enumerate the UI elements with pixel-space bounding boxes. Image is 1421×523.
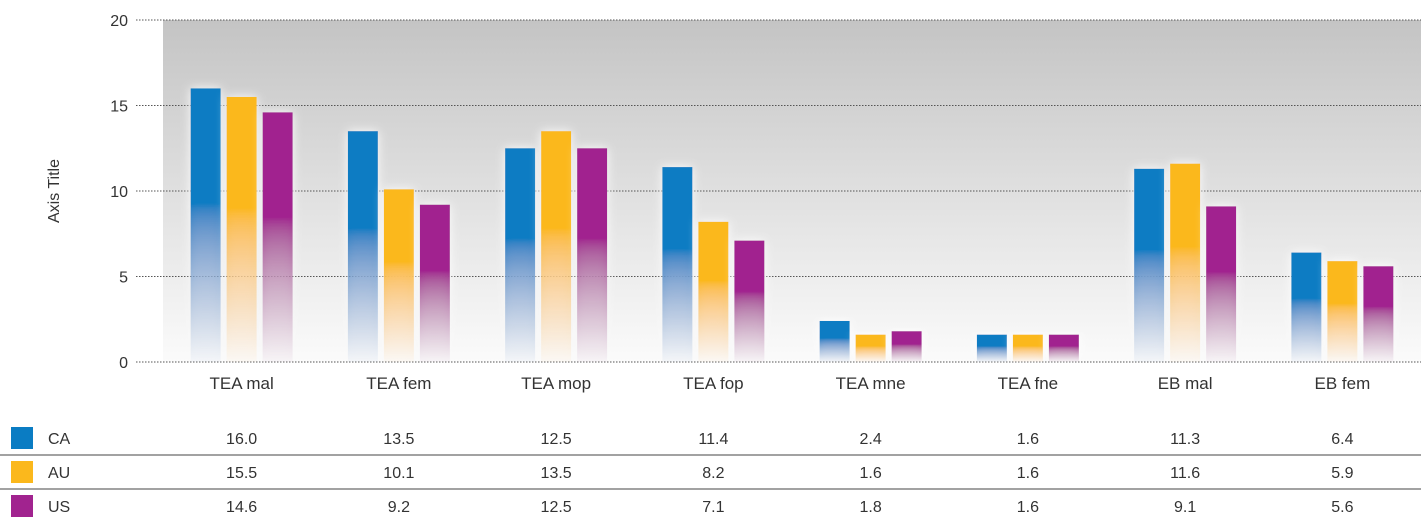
y-tick-label: 15 bbox=[110, 99, 128, 116]
legend-key-au bbox=[11, 461, 33, 483]
x-tick-label: TEA fne bbox=[998, 374, 1058, 393]
y-tick-label: 0 bbox=[119, 355, 128, 372]
data-label: 12.5 bbox=[541, 431, 572, 448]
data-table: CA 16.0 13.5 12.5 11.4 2.4 1.6 11.3 6.4 AU 15.5 10.… bbox=[0, 427, 1421, 517]
bar-us bbox=[1363, 266, 1394, 362]
bar-au bbox=[383, 189, 414, 362]
bar-ca bbox=[976, 334, 1007, 362]
x-tick-label: TEA fop bbox=[683, 374, 743, 393]
x-tick-label: TEA fem bbox=[366, 374, 431, 393]
data-label: 6.4 bbox=[1331, 431, 1353, 448]
bar-au bbox=[1012, 334, 1043, 362]
bar-au bbox=[1327, 261, 1358, 362]
x-tick-label: EB fem bbox=[1315, 374, 1371, 393]
data-label: 11.3 bbox=[1170, 431, 1200, 448]
data-label: 1.6 bbox=[860, 465, 882, 482]
legend-label: CA bbox=[48, 431, 71, 448]
bar-us bbox=[891, 331, 922, 362]
bar-au bbox=[698, 221, 729, 362]
data-label: 5.6 bbox=[1331, 499, 1353, 516]
bar-ca bbox=[1291, 252, 1322, 362]
bar-ca bbox=[662, 167, 693, 362]
data-label: 1.6 bbox=[1017, 431, 1039, 448]
data-label: 13.5 bbox=[383, 431, 414, 448]
data-label: 8.2 bbox=[702, 465, 724, 482]
data-label: 1.8 bbox=[860, 499, 882, 516]
data-label: 11.6 bbox=[1170, 465, 1200, 482]
legend-key-us bbox=[11, 495, 33, 517]
y-tick-label: 10 bbox=[110, 184, 128, 201]
y-axis-title: Axis Title bbox=[46, 159, 63, 223]
bar-ca bbox=[819, 320, 850, 362]
data-label: 14.6 bbox=[226, 499, 257, 516]
data-label: 15.5 bbox=[226, 465, 257, 482]
y-axis: 0 5 10 15 20 bbox=[110, 13, 128, 372]
y-tick-label: 20 bbox=[110, 13, 128, 30]
x-axis: TEA mal TEA fem TEA mop TEA fop TEA mne TEA f… bbox=[210, 374, 1371, 393]
data-label: 1.6 bbox=[1017, 499, 1039, 516]
legend-label: US bbox=[48, 499, 70, 516]
bar-au bbox=[226, 96, 257, 362]
x-tick-label: TEA mop bbox=[521, 374, 591, 393]
data-label: 11.4 bbox=[698, 431, 728, 448]
data-label: 10.1 bbox=[383, 465, 414, 482]
data-label: 12.5 bbox=[541, 499, 572, 516]
bar-us bbox=[1206, 206, 1237, 362]
bar-us bbox=[1048, 334, 1079, 362]
data-label: 2.4 bbox=[860, 431, 882, 448]
data-label: 9.1 bbox=[1174, 499, 1196, 516]
x-tick-label: TEA mal bbox=[210, 374, 274, 393]
data-label: 5.9 bbox=[1331, 465, 1353, 482]
bar-ca bbox=[1134, 168, 1165, 362]
bar-au bbox=[541, 131, 572, 362]
data-label: 1.6 bbox=[1017, 465, 1039, 482]
y-tick-label: 5 bbox=[119, 270, 128, 287]
x-tick-label: TEA mne bbox=[836, 374, 906, 393]
bar-series bbox=[190, 88, 1394, 363]
data-label: 7.1 bbox=[702, 499, 724, 516]
legend-key-ca bbox=[11, 427, 33, 449]
bar-ca bbox=[505, 148, 536, 362]
bar-au bbox=[855, 334, 886, 362]
data-label: 16.0 bbox=[226, 431, 257, 448]
bar-us bbox=[577, 148, 608, 362]
bar-ca bbox=[190, 88, 221, 363]
x-tick-label: EB mal bbox=[1158, 374, 1213, 393]
bar-us bbox=[419, 204, 450, 362]
bar-ca bbox=[347, 131, 378, 362]
data-label: 13.5 bbox=[541, 465, 572, 482]
legend-label: AU bbox=[48, 465, 70, 482]
bar-us bbox=[734, 240, 765, 362]
data-label: 9.2 bbox=[388, 499, 410, 516]
bar-us bbox=[262, 112, 293, 362]
bar-au bbox=[1170, 163, 1201, 362]
